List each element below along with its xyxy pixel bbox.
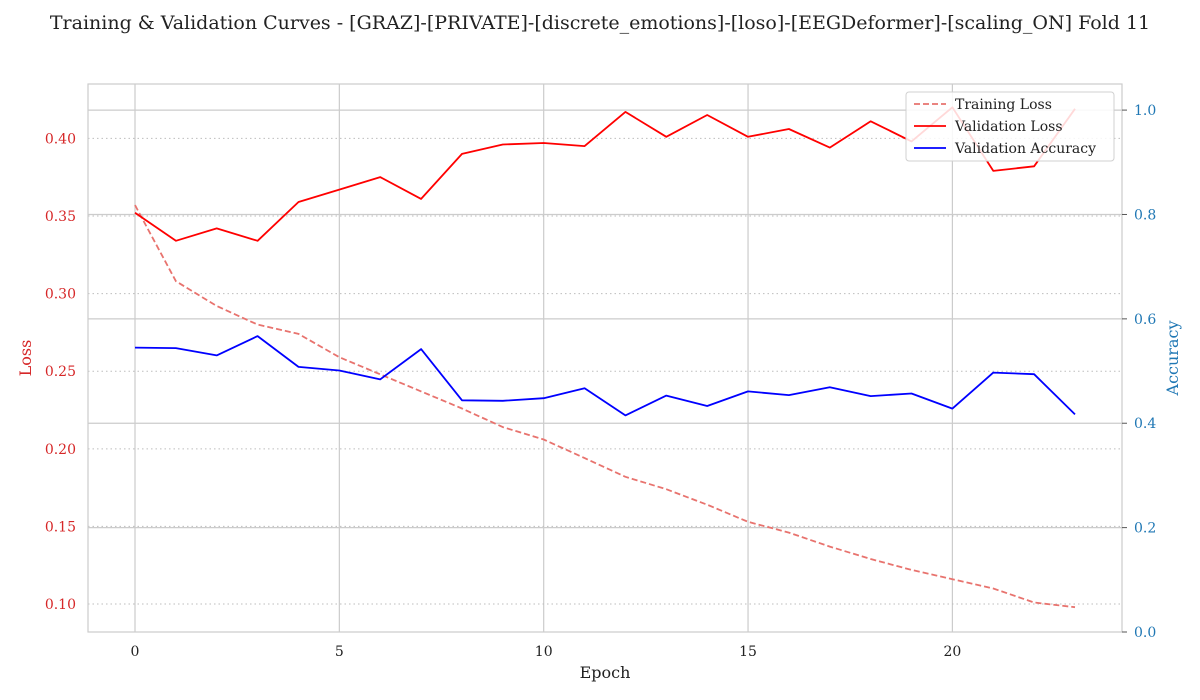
y-right-tick-label: 1.0	[1134, 103, 1156, 119]
y-right-tick-label: 0.8	[1134, 207, 1156, 223]
chart-title: Training & Validation Curves - [GRAZ]-[P…	[50, 12, 1150, 34]
y-left-tick-label: 0.30	[45, 287, 76, 303]
y-right-tick-label: 0.2	[1134, 521, 1156, 537]
legend-label: Validation Accuracy	[954, 141, 1096, 157]
legend-box	[905, 91, 1115, 162]
y-left-tick-label: 0.15	[45, 519, 76, 535]
x-tick-label: 5	[335, 644, 344, 660]
training-loss-line	[134, 204, 1076, 609]
y-axis-left-label: Loss	[16, 340, 35, 377]
x-tick-label: 20	[943, 644, 961, 660]
x-tick-label: 10	[535, 644, 553, 660]
x-axis-label: Epoch	[580, 663, 631, 682]
y-left-tick-label: 0.40	[45, 131, 76, 147]
y-right-tick-label: 0.4	[1134, 416, 1156, 432]
y-left-tick-label: 0.35	[45, 209, 76, 225]
x-tick-label: 15	[739, 644, 757, 660]
legend: Training Loss Validation Loss Validation A…	[905, 91, 1115, 162]
x-tick-label: 0	[131, 644, 140, 660]
plot-frame	[87, 83, 1123, 633]
y-left-tick-label: 0.10	[45, 597, 76, 613]
legend-label: Training Loss	[955, 97, 1052, 113]
grid-layer	[88, 84, 1122, 632]
y-left-tick-label: 0.25	[45, 364, 76, 380]
y-right-tick-label: 0.6	[1134, 312, 1156, 328]
legend-label: Validation Loss	[954, 119, 1063, 135]
y-right-tick-label: 0.0	[1134, 625, 1156, 641]
axis-ticks: 0 5 10 15 20 0.0 0.2 0.4 0.6 0.8 1.0 0.10 0.15 0.20 0.…	[45, 103, 1157, 660]
validation-accuracy-line	[134, 335, 1076, 417]
series-lines	[134, 106, 1076, 609]
y-left-tick-label: 0.20	[45, 442, 76, 458]
y-axis-right-label: Accuracy	[1163, 321, 1182, 397]
